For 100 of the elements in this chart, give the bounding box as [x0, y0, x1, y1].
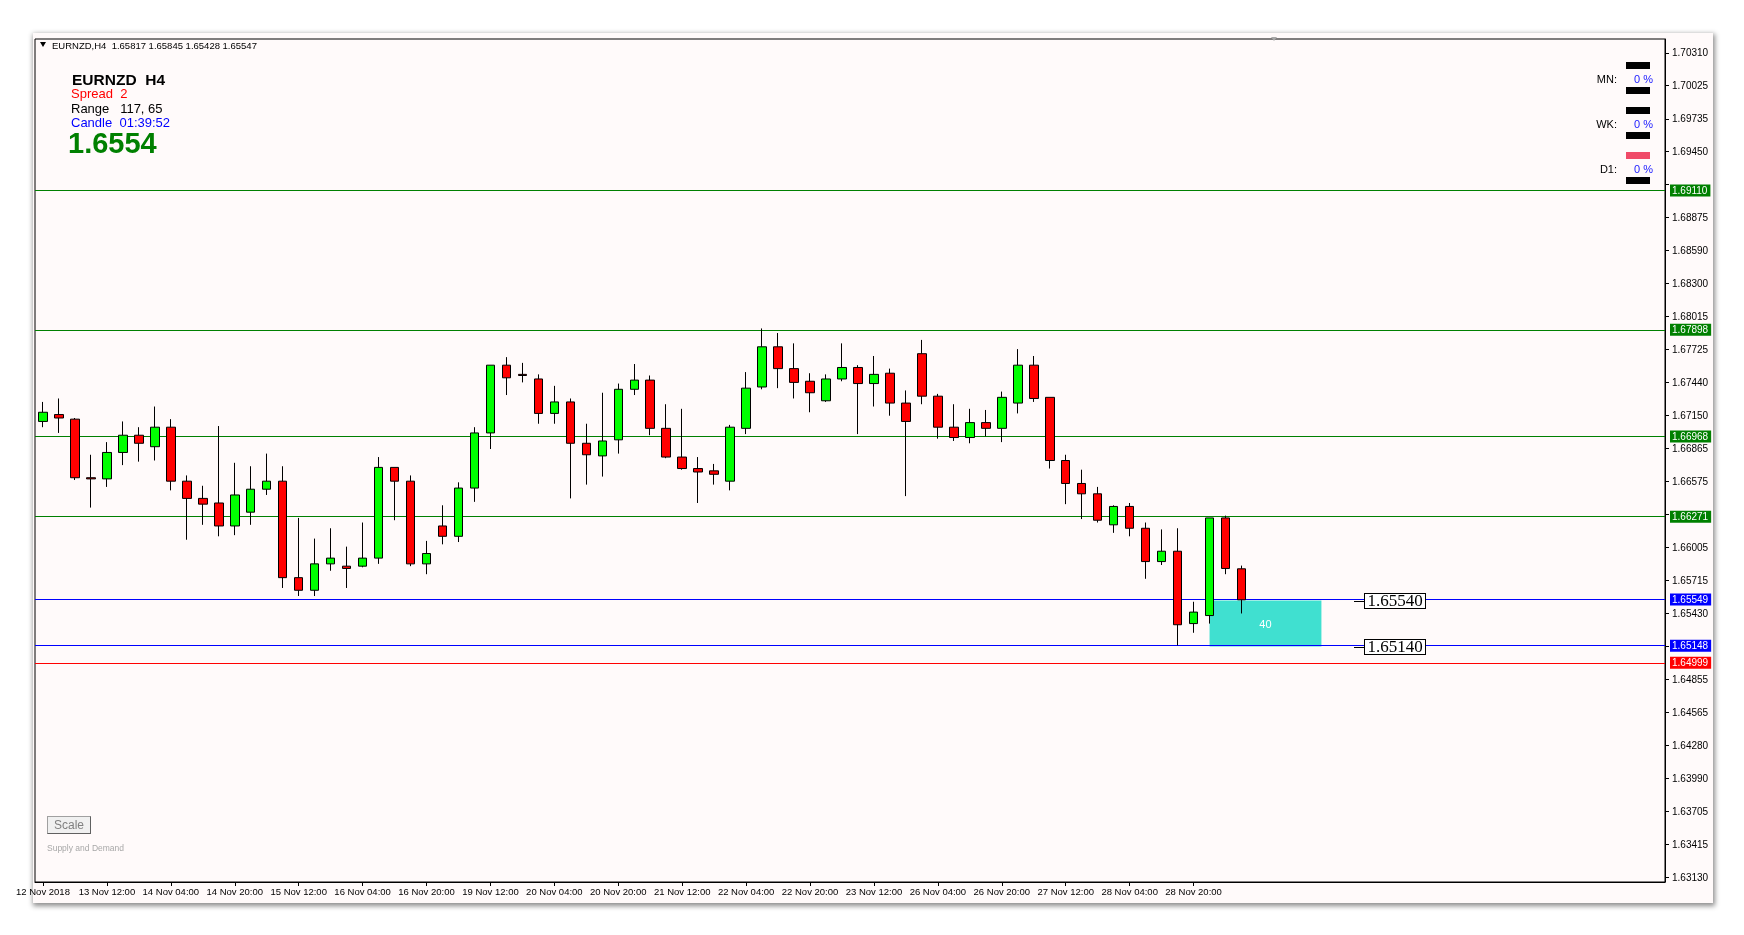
- x-tick-label: 27 Nov 12:00: [1037, 885, 1094, 897]
- y-tick-label: 1.65430: [1672, 607, 1709, 619]
- candlestick: [789, 342, 799, 399]
- candlestick: [741, 371, 751, 435]
- candlestick: [582, 423, 591, 486]
- y-tick-label: 1.67725: [1672, 344, 1709, 356]
- x-tick-label: 28 Nov 04:00: [1101, 885, 1158, 897]
- x-tick-label: 16 Nov 20:00: [398, 885, 455, 897]
- candlestick: [598, 392, 607, 478]
- y-tick-label: 1.68590: [1672, 244, 1709, 256]
- candlestick: [725, 424, 735, 491]
- ref-line-label: 1.65148: [1672, 640, 1709, 652]
- candlestick: [182, 474, 192, 541]
- candlestick: [422, 540, 431, 575]
- x-tick-label: 12 Nov 2018: [16, 885, 70, 897]
- annotation: Spread 2: [71, 86, 128, 101]
- candlestick: [70, 417, 80, 481]
- candlestick: [374, 456, 383, 565]
- x-tick-label: 16 Nov 04:00: [334, 885, 391, 897]
- y-tick-label: 1.64280: [1672, 739, 1709, 751]
- candlestick: [1109, 504, 1118, 534]
- candlestick: [630, 363, 639, 396]
- x-tick-label: 15 Nov 12:00: [270, 885, 327, 897]
- x-tick-label: 22 Nov 04:00: [717, 885, 775, 897]
- candlestick: [454, 481, 463, 543]
- candlestick: [342, 546, 351, 589]
- candlestick: [278, 465, 287, 589]
- candlestick: [470, 426, 479, 503]
- y-tick-label: 1.63130: [1672, 871, 1709, 883]
- y-tick-label: 1.66005: [1672, 541, 1709, 553]
- candlestick: [614, 383, 623, 455]
- candlestick: [246, 465, 255, 526]
- annotation: 0 %: [1634, 73, 1653, 85]
- y-tick-label: 1.70310: [1672, 47, 1709, 59]
- ref-line-label: 1.65549: [1672, 594, 1709, 606]
- candlestick: [981, 409, 991, 437]
- x-tick-label: 19 Nov 12:00: [462, 885, 519, 897]
- x-tick-label: 14 Nov 20:00: [206, 885, 264, 897]
- annotation: 1.65540: [1364, 590, 1426, 610]
- candlestick: [933, 393, 943, 440]
- candlestick: [1029, 355, 1039, 403]
- candlestick: [230, 462, 240, 536]
- candlestick: [358, 522, 367, 568]
- candlestick: [677, 408, 687, 471]
- annotation: D1:: [1599, 163, 1617, 175]
- ref-line-label: 1.69110: [1672, 185, 1708, 197]
- ref-line-label: 1.66271: [1672, 511, 1709, 523]
- candlestick: [214, 425, 224, 537]
- candlestick: [1093, 486, 1102, 524]
- candlestick: [1221, 515, 1230, 575]
- y-tick-label: 1.67440: [1672, 376, 1709, 388]
- annotation: EURNZD H4: [72, 71, 166, 88]
- y-tick-label: 1.66865: [1672, 442, 1709, 454]
- candlestick: [901, 389, 911, 497]
- candlestick: [853, 364, 863, 435]
- x-tick-label: 20 Nov 20:00: [590, 885, 647, 897]
- candlestick: [1077, 469, 1086, 520]
- candlestick: [949, 403, 959, 442]
- candlestick: [550, 385, 559, 425]
- y-tick-label: 1.63990: [1672, 773, 1709, 785]
- annotation: 0 %: [1634, 163, 1653, 175]
- candlestick: [198, 485, 208, 526]
- annotation: Range 117, 65: [71, 101, 163, 116]
- candlestick: [885, 368, 895, 417]
- band-label: 40: [1259, 617, 1272, 630]
- y-tick-label: 1.68015: [1672, 310, 1709, 322]
- x-tick-label: 21 Nov 12:00: [653, 885, 711, 897]
- candlestick: [997, 391, 1007, 443]
- candlestick: [54, 397, 64, 434]
- annotation: MN:: [1596, 73, 1617, 85]
- x-tick-label: 13 Nov 12:00: [78, 885, 136, 897]
- candlestick: [1013, 348, 1023, 414]
- y-tick-label: 1.69450: [1672, 146, 1709, 158]
- candlestick: [406, 474, 415, 567]
- candlestick: [869, 355, 879, 408]
- x-tick-label: 23 Nov 12:00: [845, 885, 903, 897]
- y-tick-label: 1.69735: [1672, 113, 1709, 125]
- ref-line-label: 1.64999: [1672, 657, 1709, 669]
- candlestick: [661, 403, 671, 459]
- x-tick-label: 22 Nov 20:00: [781, 885, 839, 897]
- x-tick-label: 28 Nov 20:00: [1165, 885, 1222, 897]
- candlestick: [86, 454, 96, 509]
- candlestick: [486, 364, 495, 450]
- candlestick: [1125, 502, 1134, 537]
- annotation: 1.6554: [68, 127, 157, 159]
- scale-button: Scale: [47, 816, 92, 834]
- candlestick: [805, 372, 815, 413]
- y-tick-label: 1.66575: [1672, 476, 1709, 488]
- candlestick: [1189, 601, 1198, 634]
- annotation: 1.65140: [1364, 636, 1426, 656]
- annotation: Supply and Demand: [47, 843, 125, 853]
- candlestick: [166, 418, 176, 491]
- candlestick: [1141, 522, 1150, 580]
- ref-line-label: 1.67898: [1672, 324, 1709, 336]
- y-tick-label: 1.70025: [1672, 80, 1709, 92]
- candlestick: [757, 327, 767, 390]
- candlestick: [262, 453, 271, 496]
- candlestick: [294, 517, 303, 597]
- candlestick: [1061, 454, 1070, 505]
- candlestick: [965, 408, 975, 444]
